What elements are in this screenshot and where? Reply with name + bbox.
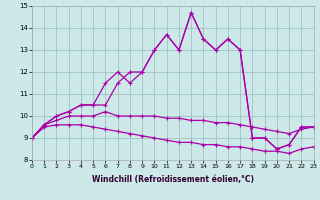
X-axis label: Windchill (Refroidissement éolien,°C): Windchill (Refroidissement éolien,°C) [92,175,254,184]
